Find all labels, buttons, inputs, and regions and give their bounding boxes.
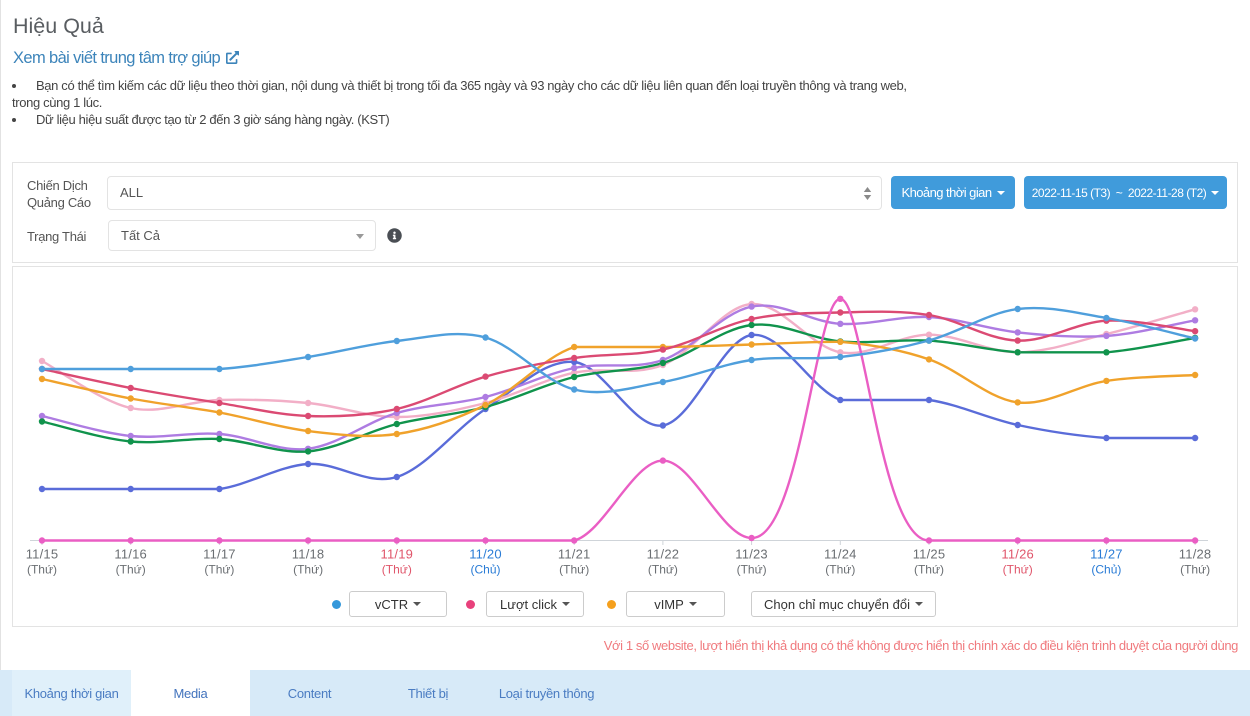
svg-text:11/27: 11/27 bbox=[1090, 547, 1123, 562]
svg-text:11/25: 11/25 bbox=[913, 547, 946, 562]
svg-text:(Thứ): (Thứ) bbox=[382, 563, 412, 577]
svg-text:11/22: 11/22 bbox=[647, 547, 680, 562]
svg-text:(Thứ): (Thứ) bbox=[204, 563, 234, 577]
svg-text:(Thứ): (Thứ) bbox=[116, 563, 146, 577]
svg-text:11/24: 11/24 bbox=[824, 547, 857, 562]
svg-text:(Thứ): (Thứ) bbox=[27, 563, 57, 577]
svg-text:11/15: 11/15 bbox=[26, 547, 59, 562]
svg-text:11/16: 11/16 bbox=[114, 547, 147, 562]
svg-text:(Thứ): (Thứ) bbox=[825, 563, 855, 577]
svg-text:11/23: 11/23 bbox=[735, 547, 768, 562]
svg-text:(Thứ): (Thứ) bbox=[1003, 563, 1033, 577]
svg-text:11/19: 11/19 bbox=[381, 547, 414, 562]
svg-text:11/26: 11/26 bbox=[1001, 547, 1034, 562]
svg-text:11/18: 11/18 bbox=[292, 547, 325, 562]
svg-text:11/20: 11/20 bbox=[469, 547, 502, 562]
svg-text:(Thứ): (Thứ) bbox=[293, 563, 323, 577]
svg-text:11/21: 11/21 bbox=[558, 547, 591, 562]
svg-text:(Chủ): (Chủ) bbox=[1091, 563, 1121, 577]
svg-text:11/17: 11/17 bbox=[203, 547, 236, 562]
svg-text:(Thứ): (Thứ) bbox=[914, 563, 944, 577]
svg-text:(Thứ): (Thứ) bbox=[737, 563, 767, 577]
svg-text:11/28: 11/28 bbox=[1179, 547, 1212, 562]
svg-text:(Thứ): (Thứ) bbox=[648, 563, 678, 577]
svg-text:(Chủ): (Chủ) bbox=[470, 563, 500, 577]
svg-text:(Thứ): (Thứ) bbox=[559, 563, 589, 577]
svg-text:(Thứ): (Thứ) bbox=[1180, 563, 1210, 577]
